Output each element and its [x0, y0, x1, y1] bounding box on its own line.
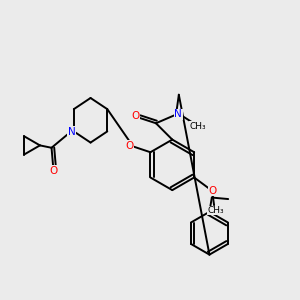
Text: CH₃: CH₃: [190, 122, 206, 131]
Text: N: N: [174, 109, 182, 119]
Text: O: O: [208, 186, 217, 196]
Text: O: O: [125, 141, 133, 151]
Text: CH₃: CH₃: [208, 206, 224, 215]
Text: N: N: [68, 127, 75, 137]
Text: O: O: [131, 111, 139, 122]
Text: O: O: [49, 166, 57, 176]
